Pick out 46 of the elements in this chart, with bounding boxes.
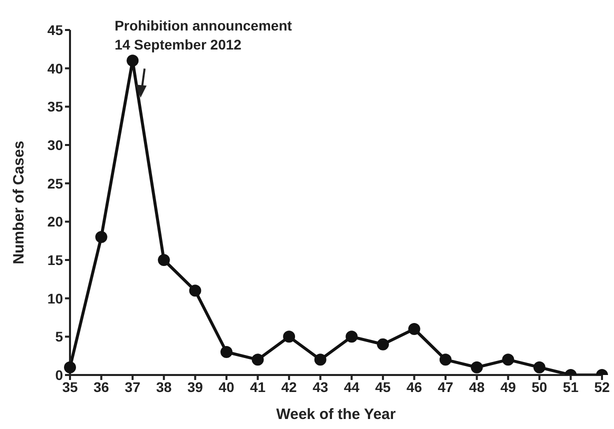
- point: [502, 354, 514, 366]
- point: [314, 354, 326, 366]
- point: [440, 354, 452, 366]
- x-tick-label: 47: [438, 378, 454, 395]
- y-tick-label: 20: [47, 214, 64, 230]
- point: [158, 254, 170, 266]
- x-tick-label: 48: [469, 378, 485, 395]
- x-tick-label: 46: [406, 378, 422, 395]
- x-tick-label: 49: [500, 378, 516, 395]
- point: [470, 361, 483, 374]
- point: [346, 330, 358, 343]
- annotation: Prohibition announcement 14 September 2012: [114, 18, 292, 53]
- x-tick-label: 51: [562, 378, 579, 395]
- x-tick-label: 39: [187, 378, 204, 395]
- point: [189, 284, 202, 297]
- x-tick-label: 43: [312, 378, 328, 395]
- point: [408, 323, 420, 335]
- y-axis-title: Number of Cases: [10, 140, 28, 264]
- x-tick-label: 44: [344, 378, 360, 395]
- x-tick-label: 40: [218, 378, 234, 395]
- y-tick-label: 40: [47, 60, 64, 76]
- point: [64, 361, 76, 374]
- x-tick-label: 52: [594, 378, 610, 395]
- y-tick-label: 10: [47, 290, 64, 306]
- y-tick-label: 0: [55, 366, 64, 383]
- x-tick-label: 41: [250, 378, 266, 395]
- x-tick-label: 42: [281, 378, 298, 395]
- x-tick-label: 45: [375, 378, 391, 395]
- y-tick-label: 15: [47, 252, 64, 268]
- point: [95, 231, 108, 243]
- point: [376, 338, 389, 350]
- y-tick-label: 35: [47, 98, 64, 115]
- x-axis-title: Week of the Year: [276, 406, 396, 423]
- x-tick-label: 36: [94, 378, 110, 395]
- point: [533, 361, 546, 374]
- point: [252, 354, 264, 366]
- y-tick-label: 45: [47, 22, 64, 38]
- y-tick-label: 30: [47, 136, 64, 153]
- x-tick-label: 37: [124, 378, 141, 395]
- y-tick-label: 5: [55, 328, 64, 345]
- point: [283, 330, 296, 343]
- x-tick-label: 50: [532, 378, 548, 395]
- point: [126, 54, 139, 67]
- y-tick-label: 25: [47, 175, 64, 192]
- point: [220, 346, 232, 358]
- x-tick-label: 38: [156, 378, 172, 395]
